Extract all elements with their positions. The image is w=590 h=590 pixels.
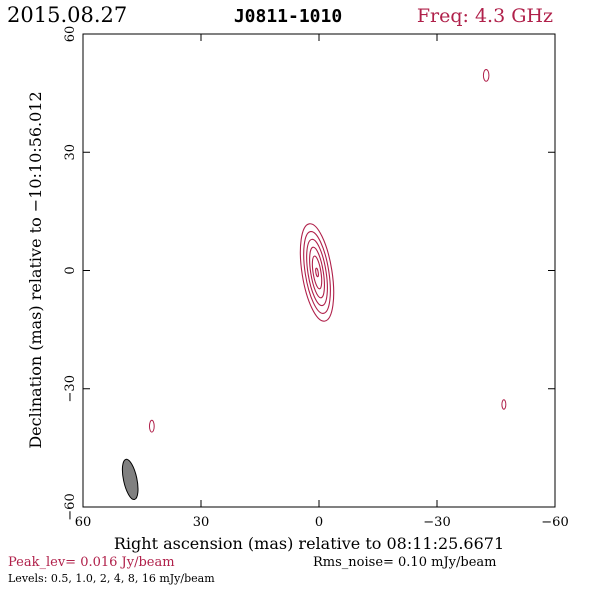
noise-contour	[501, 399, 507, 410]
source-name: J0811-1010	[234, 6, 342, 27]
beam-ellipse	[121, 458, 139, 501]
peak-level-label: Peak_lev= 0.016 Jy/beam	[8, 555, 175, 570]
main-contour	[306, 238, 328, 307]
beam-shape	[121, 458, 139, 501]
x-tick-label: −60	[541, 515, 568, 530]
y-ticks: −60 −30 0 30 60	[63, 26, 555, 521]
x-tick-label: 60	[75, 515, 92, 530]
x-tick-label: −30	[423, 515, 450, 530]
y-tick-label: −60	[63, 493, 78, 520]
plot-frame	[82, 33, 556, 508]
y-tick-label: 0	[63, 266, 78, 274]
y-tick-label: −30	[63, 375, 78, 402]
main-contour	[303, 231, 331, 314]
main-contour	[311, 255, 323, 290]
y-tick-label: 30	[63, 144, 78, 161]
y-axis-label: Declination (mas) relative to −10:10:56.…	[26, 91, 45, 448]
x-tick-label: 30	[193, 515, 210, 530]
frequency-label: Freq: 4.3 GHz	[417, 5, 553, 27]
x-tick-label: 0	[315, 515, 323, 530]
levels-label: Levels: 0.5, 1.0, 2, 4, 8, 16 mJy/beam	[8, 572, 215, 585]
noise-contour	[482, 68, 490, 82]
contour-lines	[148, 68, 507, 433]
x-axis-label: Right ascension (mas) relative to 08:11:…	[114, 534, 504, 553]
main-contour	[315, 267, 319, 278]
noise-contour	[148, 419, 155, 433]
x-ticks: 60 30 0 −30 −60	[75, 34, 569, 530]
main-contour	[299, 223, 335, 322]
date-label: 2015.08.27	[7, 3, 127, 27]
rms-noise-label: Rms_noise= 0.10 mJy/beam	[313, 555, 496, 570]
main-contour	[309, 246, 325, 299]
y-tick-label: 60	[63, 26, 78, 43]
